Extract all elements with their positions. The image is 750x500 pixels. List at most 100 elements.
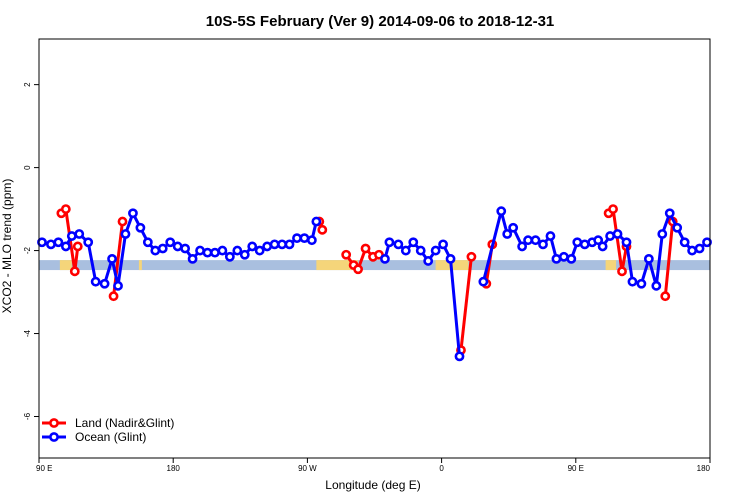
- land-band-0: [59, 260, 72, 271]
- series-1-point-0-30: [262, 241, 273, 252]
- series-1-point-0-18: [172, 241, 183, 252]
- series-1-point-2-1: [496, 206, 507, 217]
- series-1-point-2-6: [530, 235, 541, 246]
- series-1-point-0-13: [135, 222, 146, 233]
- series-0-point-2-1: [317, 224, 328, 235]
- y-tick-label-0: 2: [23, 82, 32, 87]
- series-1-point-2-15: [593, 235, 604, 246]
- series-1-point-2-17: [605, 231, 615, 241]
- series-0-point-3-2: [353, 264, 363, 275]
- series-1-point-0-35: [299, 233, 310, 244]
- y-tick-label-3: -4: [23, 329, 32, 337]
- series-1-point-1-5: [415, 245, 426, 256]
- series-1-point-0-16: [157, 243, 168, 254]
- series-1-point-1-10: [454, 351, 465, 362]
- series-1: [37, 206, 712, 362]
- series-1-point-2-28: [687, 245, 698, 256]
- series-1-point-0-24: [217, 245, 228, 256]
- series-1-point-0-5: [74, 229, 85, 239]
- series-1-point-0-23: [210, 247, 220, 258]
- series-1-point-0-32: [277, 239, 287, 250]
- legend-marker-0: [49, 418, 59, 428]
- series-0-point-1-1: [117, 216, 128, 227]
- series-1-point-0-27: [239, 249, 250, 260]
- series-1-point-2-8: [545, 231, 556, 241]
- land-band-1: [138, 260, 142, 271]
- series-0-point-0-3: [72, 241, 83, 252]
- series-1-point-2-2: [502, 229, 513, 239]
- series-0-point-6-2: [617, 266, 627, 277]
- series-0-point-0-2: [69, 266, 80, 277]
- series-0-point-4-1: [466, 251, 477, 262]
- series-1-point-1-6: [423, 256, 434, 266]
- series-0-point-3-3: [360, 243, 371, 254]
- series-1-point-0-33: [284, 239, 295, 250]
- series-1-point-0-17: [165, 237, 176, 248]
- x-tick-label-5: 180: [697, 464, 711, 473]
- series-1-point-0-8: [99, 278, 110, 289]
- series-0-point-3-0: [341, 249, 352, 260]
- series-0: [56, 204, 678, 356]
- series-1-point-2-7: [538, 239, 548, 250]
- x-tick-label-0: 90 E: [36, 464, 52, 473]
- series-1-point-0-3: [60, 241, 71, 252]
- series-0-point-7-0: [660, 291, 671, 302]
- series-1-point-0-7: [90, 276, 101, 287]
- series-1-point-1-4: [408, 237, 419, 248]
- chart-title: 10S-5S February (Ver 9) 2014-09-06 to 20…: [206, 13, 555, 30]
- series-1-point-2-25: [664, 208, 675, 219]
- series-1-point-1-0: [380, 253, 390, 264]
- series-1-point-0-26: [232, 245, 243, 256]
- series-layer: [37, 204, 712, 362]
- plot-frame: [38, 38, 711, 459]
- series-1-point-2-18: [612, 229, 623, 239]
- series-1-point-0-29: [254, 245, 265, 256]
- series-1-point-2-0: [478, 276, 489, 287]
- series-1-point-0-36: [306, 235, 317, 246]
- series-1-point-2-21: [636, 278, 647, 289]
- series-1-point-0-12: [128, 208, 138, 219]
- series-1-point-2-9: [551, 253, 562, 264]
- series-1-point-0-10: [113, 280, 123, 291]
- land-ocean-band: [39, 260, 710, 271]
- series-1-point-2-4: [517, 241, 528, 252]
- series-1-line-2: [481, 209, 708, 288]
- legend-marker-1: [49, 432, 59, 442]
- series-1-point-0-20: [187, 253, 198, 264]
- x-tick-label-4: 90 E: [568, 464, 584, 473]
- y-tick-label-1: 0: [23, 165, 32, 170]
- series-1-point-0-9: [107, 253, 117, 264]
- series-1-point-2-11: [566, 253, 577, 264]
- series-1-point-0-19: [180, 243, 191, 254]
- y-tick-label-2: -2: [23, 246, 32, 254]
- axis-ticks: 2 0 -2 -4 -6 90 E 180 90 W 0 90 E 180: [23, 82, 711, 473]
- series-1-point-2-5: [523, 235, 533, 246]
- x-tick-label-2: 90 W: [298, 464, 317, 473]
- ocean-band: [39, 260, 710, 271]
- series-1-point-0-4: [66, 231, 77, 241]
- legend: Land (Nadir&Glint)Ocean (Glint): [42, 416, 174, 444]
- x-tick-label-1: 180: [167, 464, 181, 473]
- legend-label-1: Ocean (Glint): [75, 430, 146, 444]
- x-axis-label: Longitude (deg E): [325, 478, 420, 492]
- series-1-point-0-15: [150, 245, 161, 256]
- series-1-point-2-3: [508, 222, 519, 233]
- series-1-point-2-24: [657, 229, 668, 239]
- series-1-point-1-8: [438, 239, 448, 250]
- series-1-point-0-31: [269, 239, 280, 250]
- series-1-point-1-7: [430, 245, 441, 256]
- series-1-point-0-0: [37, 237, 47, 248]
- series-1-point-2-19: [621, 237, 632, 248]
- x-tick-label-3: 0: [439, 464, 444, 473]
- series-1-point-0-14: [142, 237, 153, 248]
- series-1-point-1-2: [393, 239, 404, 250]
- y-axis-label: XCO2 - MLO trend (ppm): [0, 179, 14, 314]
- series-1-point-1-9: [445, 253, 456, 264]
- series-1-point-2-22: [643, 253, 654, 264]
- series-1-point-0-28: [247, 241, 258, 252]
- series-0-point-6-1: [608, 204, 618, 214]
- series-1-point-2-16: [597, 241, 608, 252]
- series-0-point-0-1: [60, 204, 71, 214]
- series-0-point-1-0: [108, 291, 119, 302]
